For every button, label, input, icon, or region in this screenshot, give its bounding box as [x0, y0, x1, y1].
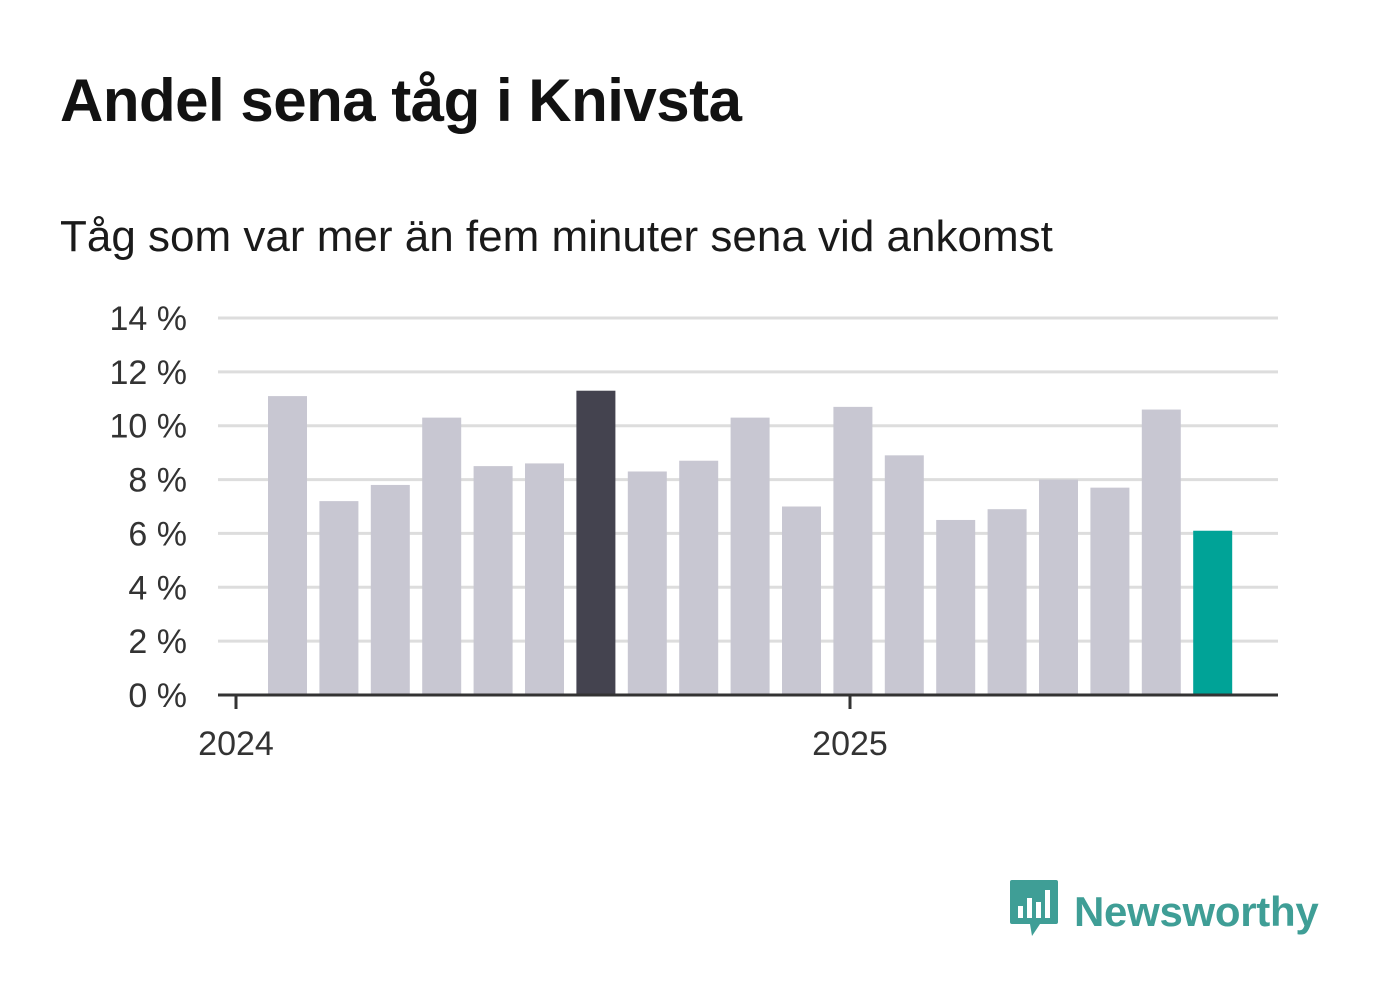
- y-tick-label: 6 %: [128, 515, 187, 553]
- bar-2024-05[interactable]: [473, 466, 513, 695]
- bar-2024-07[interactable]: [576, 390, 616, 695]
- bar-2024-10[interactable]: [730, 417, 770, 695]
- bar-2025-07[interactable]: [1193, 530, 1233, 695]
- y-tick-label: 8 %: [128, 462, 187, 500]
- bar-2024-12[interactable]: [833, 406, 873, 695]
- bar-2025-04[interactable]: [1039, 479, 1078, 695]
- bar-2024-06[interactable]: [525, 463, 564, 695]
- bar-2024-01[interactable]: [268, 396, 307, 695]
- newsworthy-logo-icon: [1008, 878, 1060, 945]
- bar-2024-04[interactable]: [422, 417, 462, 695]
- bar-2025-06[interactable]: [1141, 409, 1181, 695]
- bar-2024-03[interactable]: [370, 484, 410, 695]
- y-tick-label: 14 %: [110, 300, 188, 338]
- bars: [268, 390, 1233, 696]
- y-tick-label: 2 %: [128, 623, 187, 661]
- y-axis-labels: 0 % 2 % 4 % 6 % 8 % 10 % 12 % 14 %: [110, 300, 188, 715]
- y-tick-label: 12 %: [110, 354, 188, 392]
- bar-2025-01[interactable]: [884, 455, 924, 695]
- y-tick-label: 0 %: [128, 677, 187, 715]
- y-tick-label: 4 %: [128, 569, 187, 607]
- bar-2024-11[interactable]: [782, 506, 821, 696]
- x-tick-label: 2025: [812, 725, 888, 763]
- chart-title: Andel sena tåg i Knivsta: [60, 67, 742, 134]
- x-tick-label: 2024: [198, 725, 274, 763]
- bar-2025-03[interactable]: [987, 509, 1027, 695]
- bar-2024-08[interactable]: [627, 471, 667, 695]
- y-tick-label: 10 %: [110, 408, 188, 446]
- x-axis: 2024 2025: [198, 693, 1278, 763]
- bar-2025-02[interactable]: [936, 519, 976, 695]
- chart-subtitle: Tåg som var mer än fem minuter sena vid …: [60, 212, 1053, 261]
- bar-2024-02[interactable]: [319, 501, 359, 695]
- bar-2025-05[interactable]: [1090, 487, 1130, 695]
- brand-name: Newsworthy: [1074, 887, 1319, 935]
- newsworthy-logo[interactable]: Newsworthy: [1008, 878, 1319, 945]
- bar-2024-09[interactable]: [679, 460, 719, 695]
